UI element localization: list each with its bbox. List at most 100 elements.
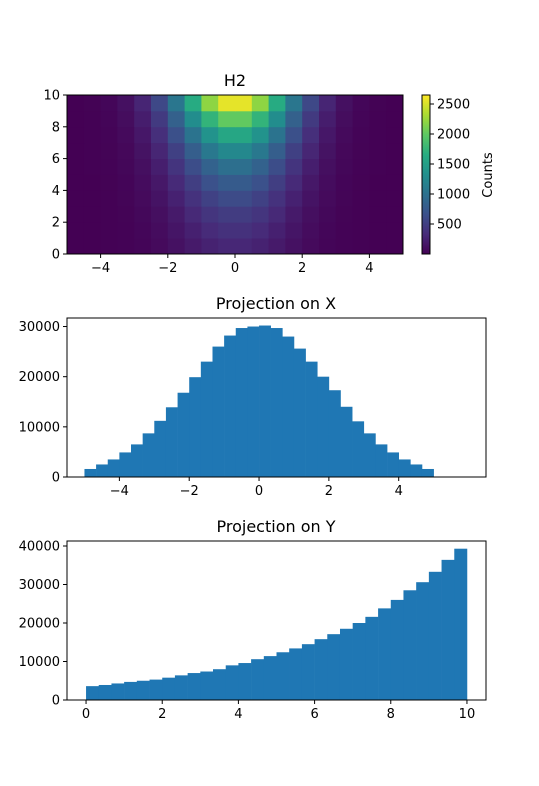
projection-y-bar — [200, 671, 214, 700]
heatmap-cell — [167, 142, 185, 159]
heatmap-cell — [67, 95, 85, 112]
projection-y-bar — [111, 683, 125, 700]
heatmap-cell — [268, 222, 286, 239]
heatmap-cell — [218, 222, 236, 239]
heatmap-cell — [235, 126, 253, 144]
heatmap-cell — [352, 142, 370, 159]
heatmap-cell — [251, 142, 269, 159]
heatmap-cell — [369, 126, 387, 144]
projection-y-x-tick-label: 2 — [158, 707, 166, 722]
heatmap-cell — [184, 158, 202, 175]
heatmap-cell — [117, 158, 135, 175]
heatmap-cell — [151, 238, 169, 255]
heatmap-cell — [100, 174, 118, 191]
projection-y-bar — [187, 673, 201, 700]
projection-y-bar — [124, 681, 138, 700]
heatmap-cell — [251, 174, 269, 191]
heatmap-cell — [352, 174, 370, 191]
heatmap-cell — [134, 222, 152, 239]
projection-x-bar — [375, 444, 388, 477]
heatmap-cell — [285, 174, 303, 191]
heatmap-cell — [319, 142, 337, 159]
heatmap-cell — [302, 206, 320, 223]
heatmap-cell — [285, 222, 303, 239]
projection-y-bar — [225, 665, 239, 700]
heatmap-cell — [218, 95, 236, 112]
heatmap-cell — [235, 95, 253, 112]
heatmap-cell — [83, 206, 101, 223]
heatmap-cell — [117, 206, 135, 223]
projection-x-bar — [387, 452, 400, 477]
heatmap-cell — [386, 238, 404, 255]
heatmap-cell — [134, 158, 152, 175]
projection-y-y-tick-label: 30000 — [19, 578, 60, 593]
heatmap-cell — [184, 174, 202, 191]
heatmap-cell — [251, 110, 269, 128]
projection-x-bar — [398, 459, 411, 477]
heatmap-cell — [100, 190, 118, 207]
heatmap-cell — [352, 110, 370, 128]
heatmap-cell — [134, 95, 152, 112]
projection-y-bar — [301, 644, 315, 700]
heatmap-cell — [235, 190, 253, 207]
projection-y-bar — [454, 548, 468, 700]
heatmap-cell — [83, 238, 101, 255]
heatmap-cell — [285, 206, 303, 223]
heatmap-cell — [134, 206, 152, 223]
heatmap-cell — [167, 126, 185, 144]
heatmap-y-tick-label: 4 — [52, 184, 60, 199]
heatmap-cell — [369, 95, 387, 112]
heatmap-cell — [369, 142, 387, 159]
heatmap-cell — [117, 222, 135, 239]
projection-x-bar — [165, 407, 178, 477]
projection-x-y-tick-label: 30000 — [19, 320, 60, 335]
heatmap-cell — [201, 206, 219, 223]
projection-y-bar — [314, 639, 328, 700]
heatmap-cell — [167, 174, 185, 191]
projection-y-y-tick-label: 0 — [52, 694, 60, 709]
heatmap-cell — [151, 126, 169, 144]
heatmap-cell — [302, 174, 320, 191]
heatmap-cell — [386, 174, 404, 191]
heatmap-cell — [67, 174, 85, 191]
projection-x-bar — [224, 335, 237, 477]
heatmap-cell — [302, 142, 320, 159]
heatmap-cell — [335, 222, 353, 239]
heatmap-cell — [184, 95, 202, 112]
heatmap-cell — [218, 206, 236, 223]
heatmap-cell — [386, 142, 404, 159]
heatmap-cell — [100, 126, 118, 144]
heatmap-cell — [369, 110, 387, 128]
heatmap-cell — [134, 142, 152, 159]
heatmap-cell — [218, 190, 236, 207]
heatmap-cell — [268, 190, 286, 207]
heatmap-cell — [251, 126, 269, 144]
projection-y-bar — [136, 680, 150, 700]
heatmap-cell — [369, 158, 387, 175]
heatmap-y-axis: 0 2 4 6 8 10 — [43, 89, 67, 263]
heatmap-cell — [100, 95, 118, 112]
projection-x-bar — [410, 464, 423, 477]
heatmap-cell — [352, 95, 370, 112]
heatmap-cell — [218, 174, 236, 191]
heatmap-cell — [83, 142, 101, 159]
heatmap-cell — [319, 238, 337, 255]
projection-y-y-tick-label: 10000 — [19, 655, 60, 670]
heatmap-cell — [167, 95, 185, 112]
heatmap-cell — [167, 206, 185, 223]
heatmap-cell — [201, 110, 219, 128]
heatmap-cell — [302, 110, 320, 128]
heatmap-cell — [100, 238, 118, 255]
colorbar-tick-label: 1500 — [437, 158, 470, 173]
heatmap-cell — [151, 110, 169, 128]
heatmap-cell — [352, 190, 370, 207]
heatmap-cell — [117, 238, 135, 255]
heatmap-cell — [285, 238, 303, 255]
heatmap-cell — [201, 174, 219, 191]
projection-y-bar — [98, 684, 112, 700]
projection-y-x-axis: 0 2 4 6 8 10 — [82, 700, 475, 722]
heatmap-cell — [218, 158, 236, 175]
heatmap-cell — [151, 158, 169, 175]
heatmap-x-tick-label: 0 — [231, 261, 239, 276]
heatmap-cell — [302, 126, 320, 144]
